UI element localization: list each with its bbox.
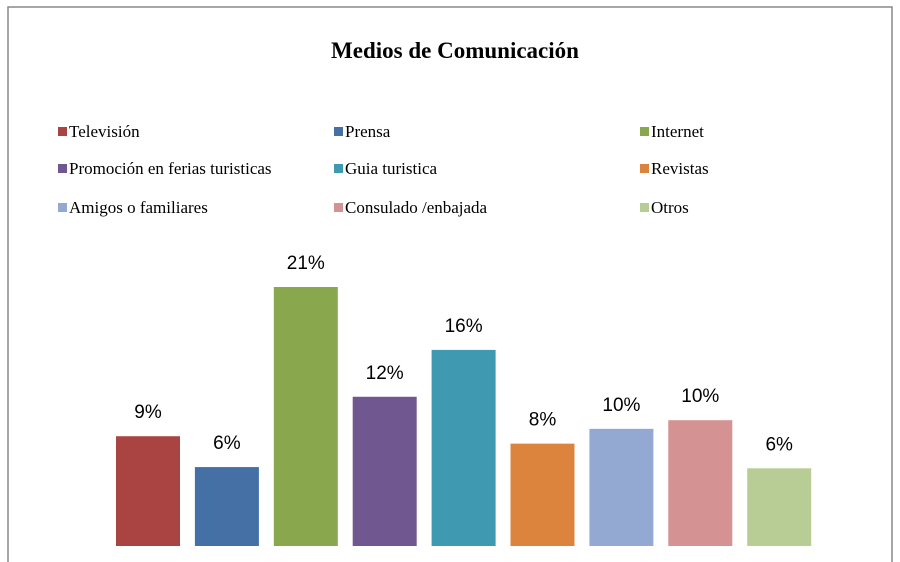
data-label: 10% [602, 395, 640, 416]
bar [510, 443, 575, 546]
legend-swatch [334, 127, 343, 136]
legend-swatch [640, 127, 649, 136]
data-label: 21% [287, 253, 325, 274]
legend-label: Revistas [651, 159, 709, 178]
legend-swatch [640, 203, 649, 212]
data-label: 6% [213, 433, 241, 454]
bar [668, 420, 733, 546]
legend-swatch [334, 203, 343, 212]
bar [273, 287, 338, 546]
legend-label: Amigos o familiares [69, 198, 208, 217]
legend-label: Prensa [345, 122, 391, 141]
data-label: 6% [765, 434, 793, 455]
legend-label: Otros [651, 198, 689, 217]
chart-title: Medios de Comunicación [331, 38, 579, 63]
legend-swatch [334, 164, 343, 173]
legend-swatch [58, 127, 67, 136]
bar [747, 468, 812, 546]
legend-label: Consulado /enbajada [345, 198, 488, 217]
data-label: 9% [134, 402, 162, 423]
bar [431, 349, 496, 546]
legend-label: Televisión [69, 122, 140, 141]
legend-label: Promoción en ferias turisticas [69, 159, 272, 178]
data-label: 12% [366, 363, 404, 384]
data-label: 16% [445, 316, 483, 337]
data-label: 8% [529, 410, 557, 431]
chart-frame [7, 6, 893, 562]
legend-label: Internet [651, 122, 704, 141]
data-label: 10% [681, 386, 719, 407]
bar [589, 428, 654, 546]
legend-swatch [640, 164, 649, 173]
legend-swatch [58, 164, 67, 173]
legend-label: Guia turistica [345, 159, 438, 178]
legend-swatch [58, 203, 67, 212]
bar [352, 396, 417, 546]
bar [116, 436, 180, 546]
bar [194, 467, 259, 546]
